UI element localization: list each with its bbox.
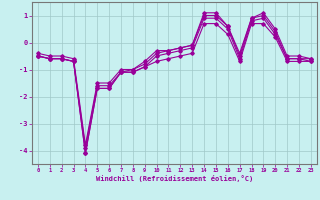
X-axis label: Windchill (Refroidissement éolien,°C): Windchill (Refroidissement éolien,°C) <box>96 175 253 182</box>
